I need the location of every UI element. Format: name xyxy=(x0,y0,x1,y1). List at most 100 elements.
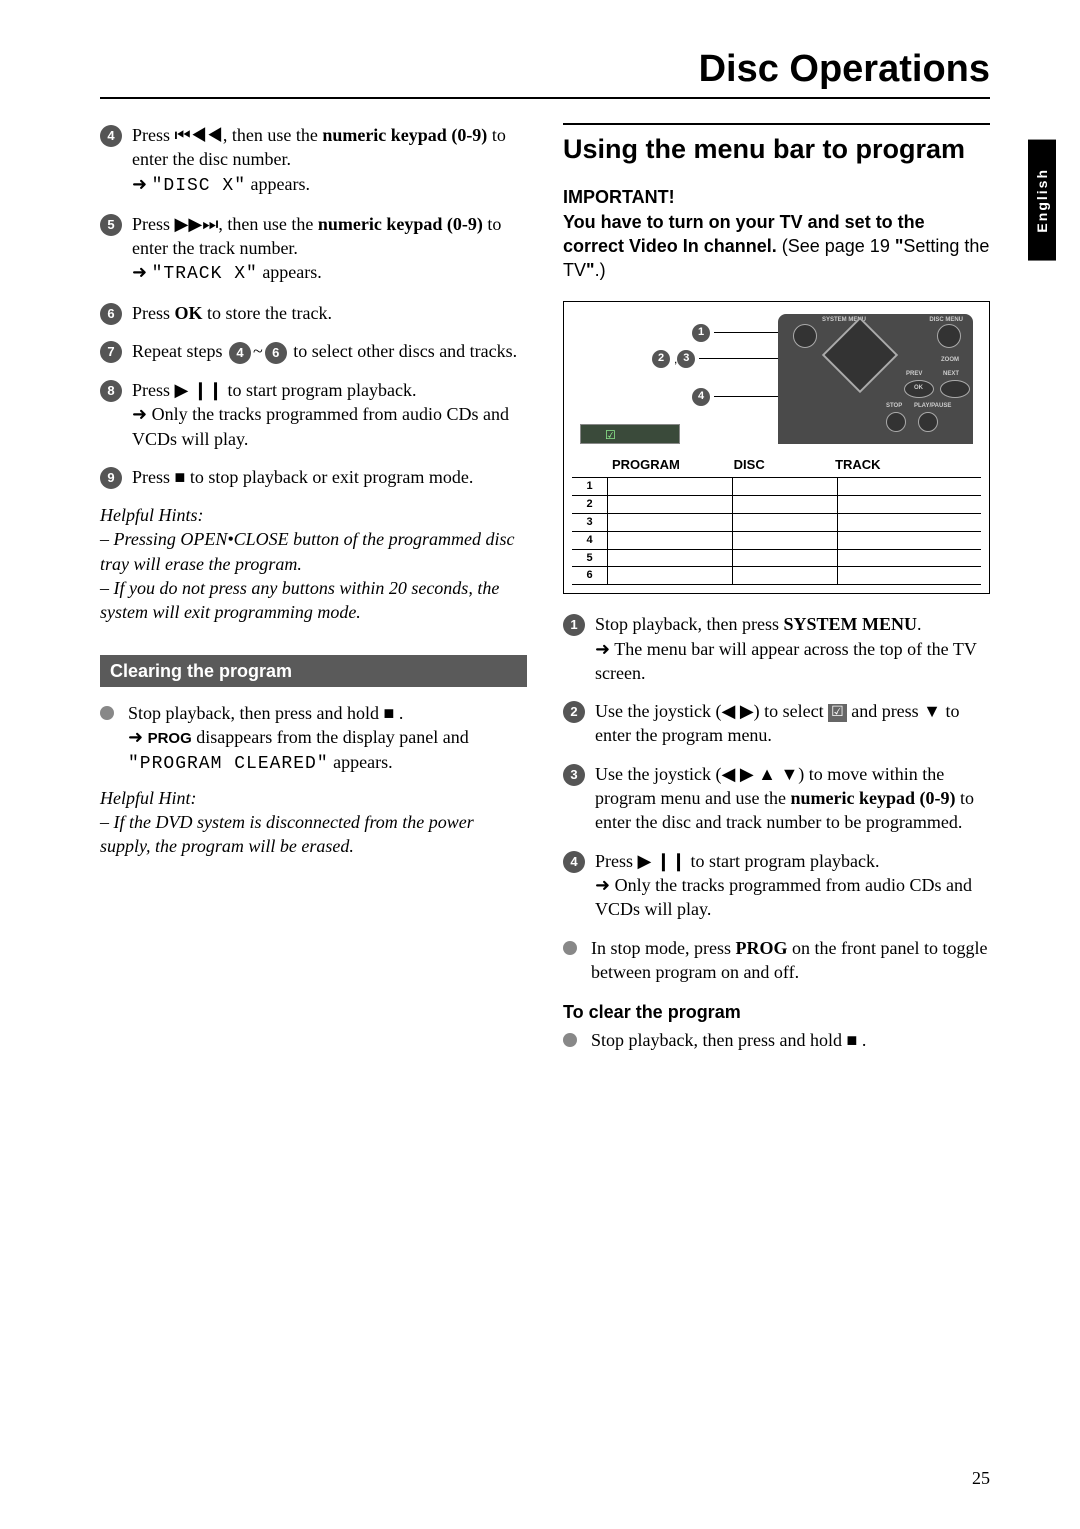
helpful-hints-1: Helpful Hints: – Pressing OPEN•CLOSE but… xyxy=(100,503,527,624)
play-pause-icon: ▶ ❙❙ xyxy=(638,851,687,871)
bullet-body: In stop mode, press PROG on the front pa… xyxy=(591,936,990,985)
text: The menu bar will appear across the top … xyxy=(595,639,977,683)
step-number-5: 5 xyxy=(100,214,122,236)
bullet-icon xyxy=(563,1033,577,1047)
label-ok: OK xyxy=(914,384,923,392)
hint-line: – If the DVD system is disconnected from… xyxy=(100,810,527,859)
text: In stop mode, press xyxy=(591,938,735,958)
step-9-body: Press ■ to stop playback or exit program… xyxy=(132,465,527,489)
clearing-bullet: Stop playback, then press and hold ■ . ➜… xyxy=(100,701,527,776)
text: (See page 19 xyxy=(777,236,895,256)
callout-1: 1 xyxy=(692,324,792,342)
cell xyxy=(838,514,981,531)
text: Repeat steps xyxy=(132,341,227,361)
text: , then use the xyxy=(218,214,317,234)
text: appears. xyxy=(258,262,322,282)
text: Press xyxy=(132,380,175,400)
text: disappears from the display panel and xyxy=(192,727,469,747)
stop-icon: ■ xyxy=(383,703,394,723)
cell xyxy=(733,514,838,531)
step-number-1: 1 xyxy=(563,614,585,636)
remote-button xyxy=(918,412,938,432)
important-text: You have to turn on your TV and set to t… xyxy=(563,210,990,283)
arrow-icon: ➜ xyxy=(595,875,610,895)
step-5: 5 Press ▶▶⏭, then use the numeric keypad… xyxy=(100,212,527,287)
callout-num: 4 xyxy=(692,388,710,406)
bold-text: OK xyxy=(175,303,203,323)
text: appears. xyxy=(246,174,310,194)
label-prev: PREV xyxy=(906,370,922,378)
bold-text: numeric keypad (0-9) xyxy=(318,214,483,234)
right-column: Using the menu bar to program IMPORTANT!… xyxy=(563,123,990,1063)
remote-diagram: 1 2,3 4 SYSTEM MENU DISC MENU ZOOM PREV … xyxy=(572,310,981,450)
step-number-6: 6 xyxy=(100,303,122,325)
table-row: 4 xyxy=(572,532,981,550)
label-zoom: ZOOM xyxy=(941,356,959,364)
text: .) xyxy=(595,260,606,280)
step-4: 4 Press ⏮◀◀, then use the numeric keypad… xyxy=(100,123,527,198)
arrow-icon: ➜ xyxy=(132,262,147,282)
arrow-icon: ➜ xyxy=(132,174,147,194)
result-line: ➜ PROG disappears from the display panel… xyxy=(128,725,527,776)
step-number-3: 3 xyxy=(563,764,585,786)
r-step-4: 4 Press ▶ ❙❙ to start program playback. … xyxy=(563,849,990,922)
text: Press xyxy=(132,303,175,323)
text: to start program playback. xyxy=(223,380,416,400)
lcd-text: "TRACK X" xyxy=(152,264,258,284)
content-columns: 4 Press ⏮◀◀, then use the numeric keypad… xyxy=(100,123,990,1063)
helpful-hints-2: Helpful Hint: – If the DVD system is dis… xyxy=(100,786,527,859)
remote-button xyxy=(940,380,970,398)
bullet-icon xyxy=(563,941,577,955)
inline-step-ref-4: 4 xyxy=(229,342,251,364)
prog-toggle-bullet: In stop mode, press PROG on the front pa… xyxy=(563,936,990,985)
step-5-body: Press ▶▶⏭, then use the numeric keypad (… xyxy=(132,212,527,287)
cell xyxy=(733,496,838,513)
clearing-program-heading: Clearing the program xyxy=(100,655,527,687)
lcd-text: "DISC X" xyxy=(152,176,246,196)
language-tab: English xyxy=(1028,140,1056,261)
row-num: 3 xyxy=(572,514,608,531)
result-line: ➜ The menu bar will appear across the to… xyxy=(595,637,990,686)
col-disc: DISC xyxy=(734,456,835,474)
label-next: NEXT xyxy=(943,370,959,378)
to-clear-body: Stop playback, then press and hold ■ . xyxy=(591,1028,990,1052)
r-step-2-body: Use the joystick (◀ ▶) to select ☑ and p… xyxy=(595,699,990,748)
table-row: 3 xyxy=(572,514,981,532)
row-num: 5 xyxy=(572,550,608,567)
text: to select other discs and tracks. xyxy=(289,341,517,361)
check-menu-icon: ☑ xyxy=(828,704,847,723)
cell xyxy=(733,567,838,584)
arrow-icon: ➜ xyxy=(595,639,610,659)
cell xyxy=(838,550,981,567)
r-step-1: 1 Stop playback, then press SYSTEM MENU.… xyxy=(563,612,990,685)
text: Stop playback, then press xyxy=(595,614,783,634)
text: to store the track. xyxy=(203,303,332,323)
callout-2-3: 2,3 xyxy=(652,350,782,368)
bold-text: PROG xyxy=(735,938,787,958)
cell xyxy=(608,478,733,495)
quote: " xyxy=(586,260,595,280)
arrow-icon: ➜ xyxy=(128,727,143,747)
step-7: 7 Repeat steps 4~6 to select other discs… xyxy=(100,339,527,364)
step-7-body: Repeat steps 4~6 to select other discs a… xyxy=(132,339,527,364)
page-title: Disc Operations xyxy=(100,48,990,91)
result-line: ➜ "DISC X" appears. xyxy=(132,172,527,198)
step-8-body: Press ▶ ❙❙ to start program playback. ➜ … xyxy=(132,378,527,451)
row-num: 4 xyxy=(572,532,608,549)
bullet-icon xyxy=(100,706,114,720)
arrow-icon: ➜ xyxy=(132,404,147,424)
menu-bar-heading: Using the menu bar to program xyxy=(563,123,990,167)
program-table: 1 2 3 4 5 6 xyxy=(572,477,981,585)
step-6: 6 Press OK to store the track. xyxy=(100,301,527,325)
step-number-7: 7 xyxy=(100,341,122,363)
callout-num: 1 xyxy=(692,324,710,342)
remote-body: SYSTEM MENU DISC MENU ZOOM PREV NEXT STO… xyxy=(778,314,973,444)
clearing-body: Stop playback, then press and hold ■ . ➜… xyxy=(128,701,527,776)
next-icon: ▶▶⏭ xyxy=(175,214,219,234)
display-box-icon xyxy=(580,424,680,444)
bold-text: SYSTEM MENU xyxy=(783,614,917,634)
remote-figure: 1 2,3 4 SYSTEM MENU DISC MENU ZOOM PREV … xyxy=(563,301,990,595)
hint-title: Helpful Hints: xyxy=(100,503,527,527)
label-playpause: PLAY/PAUSE xyxy=(914,402,951,410)
text: , then use the xyxy=(223,125,322,145)
